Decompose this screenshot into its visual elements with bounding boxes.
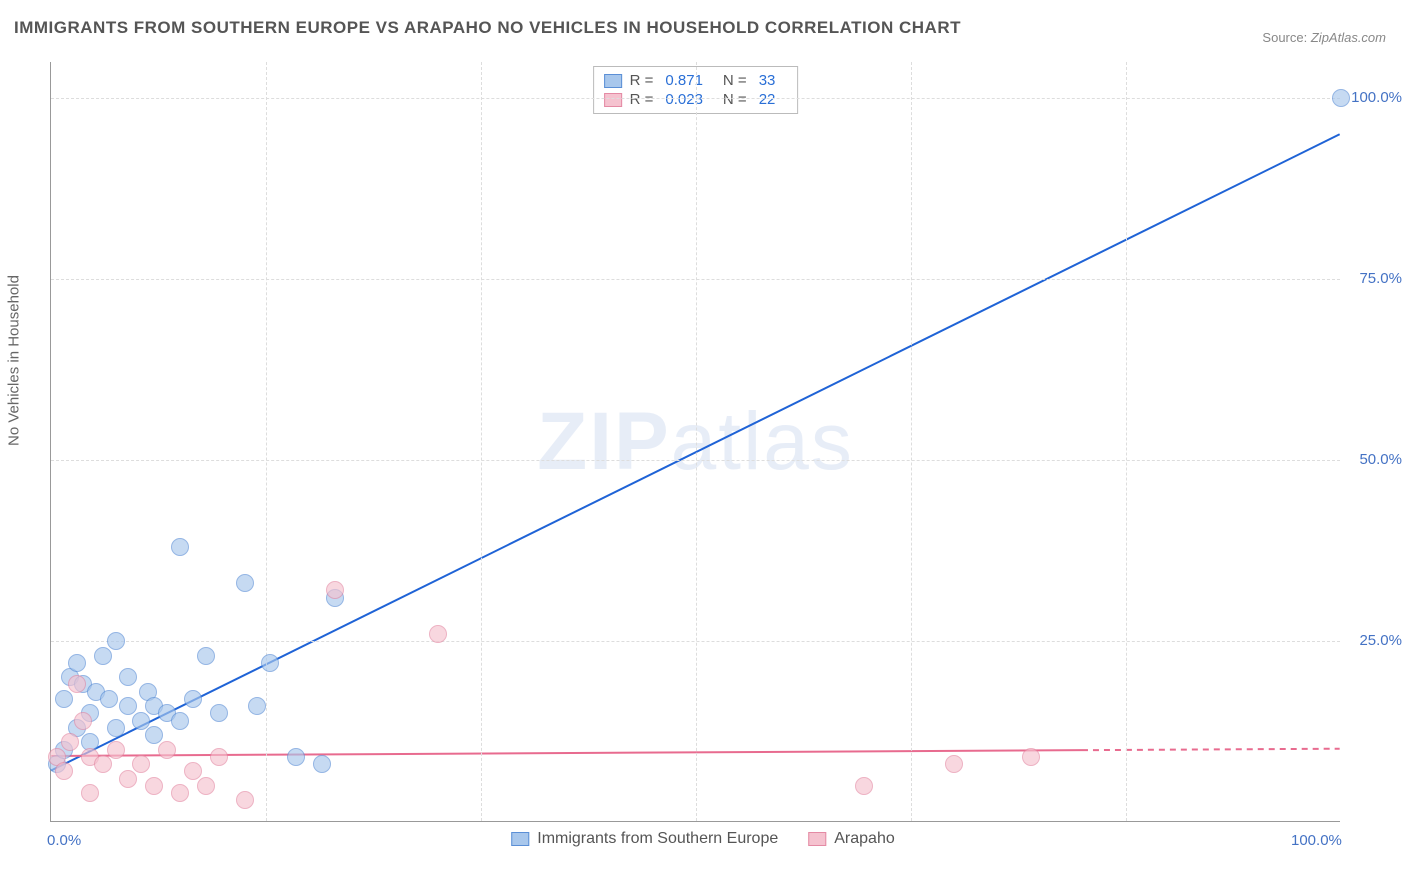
grid-line-v [266,62,267,821]
grid-line-v [1126,62,1127,821]
plot-area: ZIPatlas R =0.871N =33R =0.023N =22 25.0… [50,62,1340,822]
grid-line-v [696,62,697,821]
data-point [313,755,331,773]
data-point [429,625,447,643]
legend-series-label: Arapaho [834,830,895,848]
n-label: N = [723,72,747,89]
data-point [68,654,86,672]
data-point [184,762,202,780]
data-point [1332,89,1350,107]
source-attribution: Source: ZipAtlas.com [1262,30,1386,45]
data-point [81,784,99,802]
legend-series-item: Immigrants from Southern Europe [511,830,778,848]
n-label: N = [723,91,747,108]
r-value: 0.871 [661,72,715,89]
y-tick-label: 25.0% [1359,632,1402,649]
legend-swatch [808,832,826,846]
data-point [107,741,125,759]
data-point [145,777,163,795]
data-point [94,647,112,665]
data-point [119,697,137,715]
data-point [855,777,873,795]
chart-container: IMMIGRANTS FROM SOUTHERN EUROPE VS ARAPA… [0,0,1406,892]
legend-swatch [604,93,622,107]
data-point [197,777,215,795]
legend-swatch [511,832,529,846]
y-tick-label: 50.0% [1359,451,1402,468]
data-point [132,755,150,773]
y-axis-label: No Vehicles in Household [6,275,23,446]
data-point [55,762,73,780]
data-point [158,741,176,759]
data-point [171,784,189,802]
data-point [236,791,254,809]
data-point [119,668,137,686]
data-point [94,755,112,773]
n-value: 22 [755,91,788,108]
data-point [68,675,86,693]
data-point [107,719,125,737]
data-point [248,697,266,715]
data-point [100,690,118,708]
y-tick-label: 75.0% [1359,270,1402,287]
data-point [132,712,150,730]
r-label: R = [630,91,654,108]
chart-title: IMMIGRANTS FROM SOUTHERN EUROPE VS ARAPA… [14,18,961,38]
grid-line-v [481,62,482,821]
y-tick-label: 100.0% [1351,89,1402,106]
x-tick-label: 100.0% [1291,832,1342,849]
data-point [107,632,125,650]
data-point [945,755,963,773]
grid-line-v [911,62,912,821]
data-point [55,690,73,708]
data-point [74,712,92,730]
legend-swatch [604,74,622,88]
data-point [61,733,79,751]
data-point [287,748,305,766]
source-label: Source: [1262,30,1307,45]
data-point [210,748,228,766]
data-point [184,690,202,708]
data-point [197,647,215,665]
data-point [1022,748,1040,766]
data-point [210,704,228,722]
legend-series-label: Immigrants from Southern Europe [537,830,778,848]
data-point [171,712,189,730]
source-value: ZipAtlas.com [1311,30,1386,45]
legend-series-item: Arapaho [808,830,895,848]
data-point [236,574,254,592]
data-point [261,654,279,672]
r-value: 0.023 [661,91,715,108]
data-point [119,770,137,788]
legend-series: Immigrants from Southern Europe Arapaho [511,830,895,848]
r-label: R = [630,72,654,89]
x-tick-label: 0.0% [47,832,81,849]
n-value: 33 [755,72,788,89]
data-point [326,581,344,599]
data-point [145,726,163,744]
data-point [171,538,189,556]
